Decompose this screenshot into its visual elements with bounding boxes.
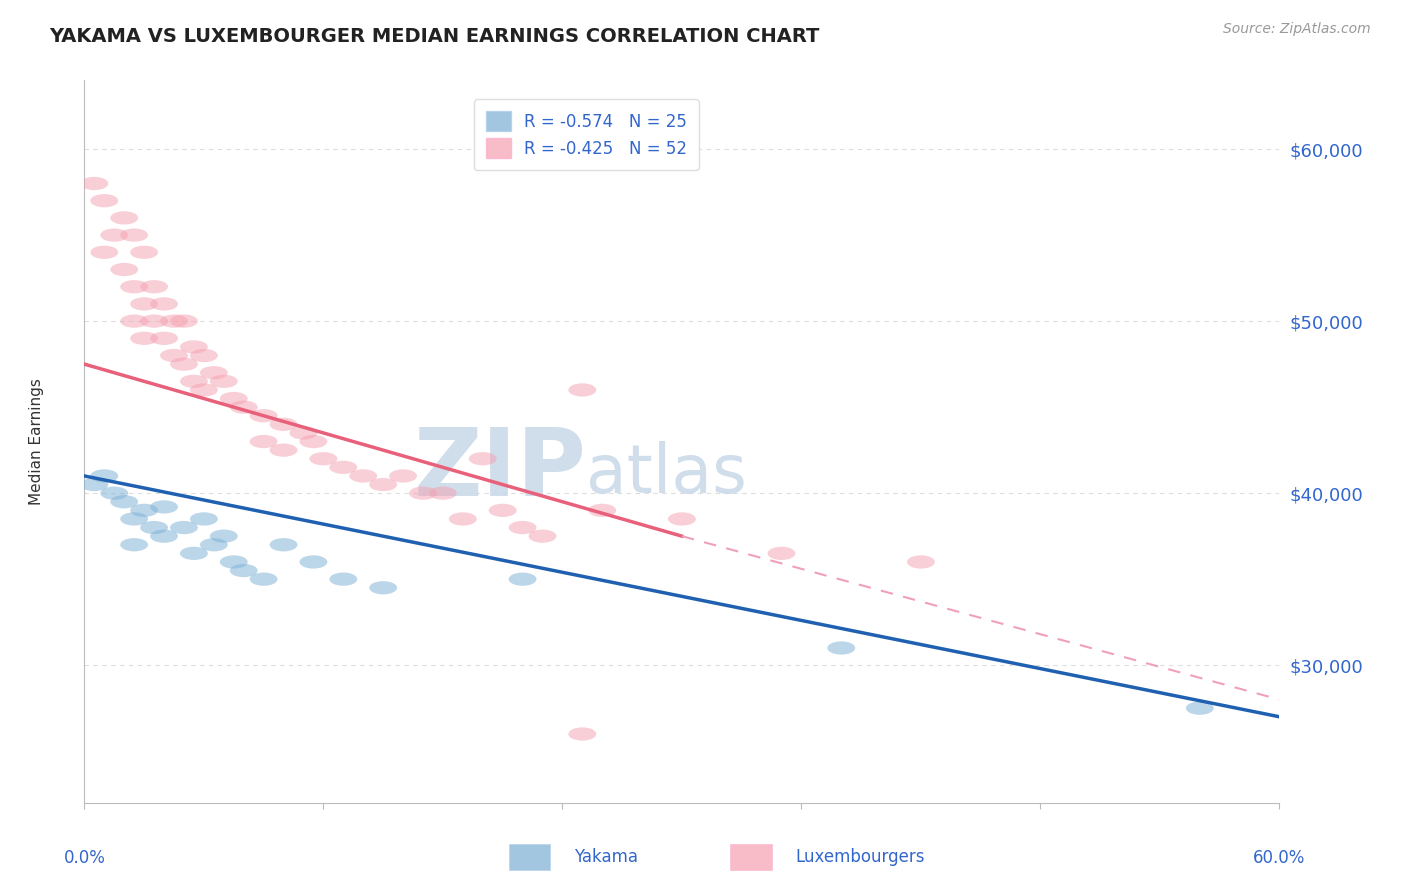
Ellipse shape [389, 469, 418, 483]
Ellipse shape [180, 375, 208, 388]
Ellipse shape [299, 556, 328, 568]
Ellipse shape [141, 521, 169, 534]
Ellipse shape [219, 556, 247, 568]
Ellipse shape [190, 384, 218, 397]
Ellipse shape [229, 564, 257, 577]
Ellipse shape [180, 547, 208, 560]
Ellipse shape [80, 177, 108, 190]
Ellipse shape [329, 460, 357, 474]
Text: Median Earnings: Median Earnings [30, 378, 44, 505]
Ellipse shape [409, 486, 437, 500]
Ellipse shape [270, 443, 298, 457]
Text: Yakama: Yakama [575, 848, 638, 866]
Ellipse shape [150, 297, 179, 310]
Text: Source: ZipAtlas.com: Source: ZipAtlas.com [1223, 22, 1371, 37]
Ellipse shape [468, 452, 496, 466]
Ellipse shape [309, 452, 337, 466]
Ellipse shape [150, 500, 179, 514]
Text: ZIP: ZIP [413, 425, 586, 516]
Ellipse shape [270, 417, 298, 431]
Ellipse shape [827, 641, 855, 655]
Ellipse shape [121, 228, 148, 242]
Ellipse shape [299, 435, 328, 448]
Ellipse shape [131, 245, 157, 259]
Ellipse shape [907, 556, 935, 568]
Ellipse shape [121, 315, 148, 327]
Text: 60.0%: 60.0% [1253, 849, 1306, 867]
FancyBboxPatch shape [730, 844, 772, 870]
Ellipse shape [370, 581, 396, 594]
Text: Luxembourgers: Luxembourgers [796, 848, 925, 866]
Ellipse shape [588, 504, 616, 517]
Ellipse shape [370, 478, 396, 491]
Ellipse shape [200, 366, 228, 379]
Ellipse shape [568, 384, 596, 397]
Ellipse shape [429, 486, 457, 500]
Ellipse shape [170, 521, 198, 534]
Ellipse shape [100, 228, 128, 242]
Text: 0.0%: 0.0% [63, 849, 105, 867]
Ellipse shape [131, 332, 157, 345]
Ellipse shape [209, 530, 238, 543]
Ellipse shape [349, 469, 377, 483]
Ellipse shape [329, 573, 357, 586]
Ellipse shape [170, 358, 198, 371]
Ellipse shape [150, 530, 179, 543]
Ellipse shape [110, 211, 138, 225]
Ellipse shape [1185, 701, 1213, 714]
Ellipse shape [90, 245, 118, 259]
Ellipse shape [209, 375, 238, 388]
Ellipse shape [131, 297, 157, 310]
Legend: R = -0.574   N = 25, R = -0.425   N = 52: R = -0.574 N = 25, R = -0.425 N = 52 [474, 99, 699, 170]
Ellipse shape [170, 315, 198, 327]
Text: YAKAMA VS LUXEMBOURGER MEDIAN EARNINGS CORRELATION CHART: YAKAMA VS LUXEMBOURGER MEDIAN EARNINGS C… [49, 27, 820, 45]
Ellipse shape [229, 401, 257, 414]
Ellipse shape [150, 332, 179, 345]
Ellipse shape [768, 547, 796, 560]
Ellipse shape [80, 478, 108, 491]
Ellipse shape [290, 426, 318, 440]
Ellipse shape [100, 486, 128, 500]
Ellipse shape [121, 280, 148, 293]
Ellipse shape [160, 349, 188, 362]
Ellipse shape [90, 469, 118, 483]
Ellipse shape [668, 512, 696, 525]
Ellipse shape [110, 263, 138, 277]
Ellipse shape [270, 538, 298, 551]
Ellipse shape [160, 315, 188, 327]
Ellipse shape [250, 435, 277, 448]
Ellipse shape [509, 521, 537, 534]
Ellipse shape [121, 538, 148, 551]
Ellipse shape [190, 349, 218, 362]
Ellipse shape [141, 280, 169, 293]
Ellipse shape [509, 573, 537, 586]
Ellipse shape [200, 538, 228, 551]
Ellipse shape [141, 315, 169, 327]
Ellipse shape [110, 495, 138, 508]
Ellipse shape [449, 512, 477, 525]
Ellipse shape [219, 392, 247, 405]
Ellipse shape [190, 512, 218, 525]
Ellipse shape [131, 504, 157, 517]
Ellipse shape [121, 512, 148, 525]
FancyBboxPatch shape [509, 844, 551, 870]
Ellipse shape [529, 530, 557, 543]
Ellipse shape [250, 573, 277, 586]
Ellipse shape [489, 504, 516, 517]
Ellipse shape [568, 727, 596, 740]
Ellipse shape [180, 340, 208, 353]
Text: atlas: atlas [586, 441, 747, 507]
Ellipse shape [90, 194, 118, 207]
Ellipse shape [250, 409, 277, 423]
